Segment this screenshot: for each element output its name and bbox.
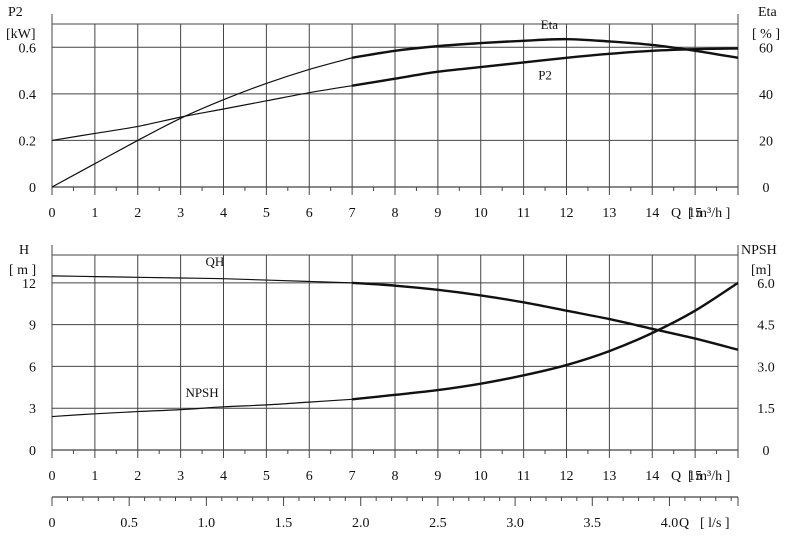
bottom-x2-label: Q: [679, 516, 689, 531]
bottom-x-label: Q: [671, 469, 681, 484]
bottom-y-right-label: NPSH: [741, 243, 777, 258]
bottom-x2-tick-label: 1.0: [198, 516, 216, 531]
top-series-eta-line: [51, 57, 353, 188]
bottom-x2-unit: [ l/s ]: [700, 516, 730, 531]
bottom-y-left-tick-label: 3: [29, 402, 36, 417]
top-x-tick-label: 3: [177, 206, 184, 221]
bottom-x-tick-label: 7: [349, 469, 356, 484]
bottom-x-tick-label: 10: [474, 469, 488, 484]
bottom-series-qh-line: [51, 275, 353, 284]
top-y-right-tick-label: 40: [759, 88, 773, 103]
bottom-x-tick-label: 11: [517, 469, 530, 484]
top-y-left-unit: [kW]: [6, 27, 36, 42]
top-x-tick-label: 10: [474, 206, 488, 221]
bottom-series-qh-line-operating: [352, 281, 739, 351]
bottom-x-tick-label: 9: [434, 469, 441, 484]
top-x-tick-label: 2: [134, 206, 141, 221]
bottom-y-right-tick-label: 0: [763, 444, 770, 459]
bottom-x2-tick-label: 0: [49, 516, 56, 531]
bottom-x2-tick-label: 1.5: [275, 516, 293, 531]
top-series-p2-line-operating: [351, 47, 739, 87]
top-series-p2-line: [51, 85, 353, 142]
top-y-left-tick-label: 0.4: [19, 88, 37, 103]
bottom-x2-tick-label: 4.0: [661, 516, 679, 531]
bottom-y-right-tick-label: 4.5: [757, 319, 775, 334]
top-x-tick-label: 9: [434, 206, 441, 221]
top-x-tick-label: 12: [560, 206, 574, 221]
top-y-left-tick-label: 0.6: [19, 41, 37, 56]
top-y-left-tick-label: 0: [29, 181, 36, 196]
top-y-right-unit: [ % ]: [752, 27, 780, 42]
top-series-eta-label: Eta: [541, 17, 559, 32]
bottom-x-tick-label: 12: [560, 469, 574, 484]
bottom-series-npsh-label: NPSH: [185, 385, 218, 400]
top-x-tick-label: 15: [688, 206, 702, 221]
bottom-x-tick-label: 15: [688, 469, 702, 484]
top-y-right-tick-label: 20: [759, 134, 773, 149]
top-x-label: Q: [671, 206, 681, 221]
bottom-x-tick-label: 0: [49, 469, 56, 484]
top-x-tick-label: 4: [220, 206, 227, 221]
top-x-unit: [ m³/h ]: [688, 206, 730, 221]
top-x-tick-label: 0: [49, 206, 56, 221]
bottom-y-left-tick-label: 9: [29, 319, 36, 334]
bottom-x-tick-label: 1: [91, 469, 98, 484]
bottom-y-right-tick-label: 1.5: [757, 402, 775, 417]
top-x-tick-label: 6: [306, 206, 313, 221]
bottom-series-npsh-line: [51, 398, 353, 418]
bottom-x-unit: [ m³/h ]: [688, 469, 730, 484]
bottom-x2-tick-label: 2.0: [352, 516, 370, 531]
top-x-tick-label: 1: [91, 206, 98, 221]
bottom-x-tick-label: 8: [392, 469, 399, 484]
bottom-y-right-unit: [m]: [751, 263, 771, 278]
bottom-y-left-tick-label: 6: [29, 360, 36, 375]
bottom-y-left-unit: [ m ]: [9, 263, 36, 278]
top-series-eta-line-operating: [351, 37, 739, 59]
top-y-left-label: P2: [8, 5, 23, 20]
top-y-left-tick-label: 0.2: [19, 134, 37, 149]
top-x-tick-label: 8: [392, 206, 399, 221]
bottom-x-tick-label: 2: [134, 469, 141, 484]
top-y-right-label: Eta: [758, 5, 777, 20]
bottom-y-right-tick-label: 3.0: [757, 360, 775, 375]
bottom-series-qh-label: QH: [206, 254, 225, 269]
bottom-series-npsh-line-operating: [352, 281, 739, 401]
bottom-x2-tick-label: 3.0: [506, 516, 524, 531]
bottom-x2-tick-label: 0.5: [120, 516, 138, 531]
top-y-right-tick-label: 60: [759, 41, 773, 56]
bottom-x2-tick-label: 2.5: [429, 516, 447, 531]
top-x-tick-label: 13: [602, 206, 616, 221]
top-x-tick-label: 7: [349, 206, 356, 221]
bottom-y-right-tick-label: 6.0: [757, 277, 775, 292]
bottom-x-tick-label: 5: [263, 469, 270, 484]
top-x-tick-label: 5: [263, 206, 270, 221]
bottom-y-left-tick-label: 0: [29, 444, 36, 459]
top-x-tick-label: 11: [517, 206, 530, 221]
top-y-right-tick-label: 0: [763, 181, 770, 196]
bottom-x-tick-label: 3: [177, 469, 184, 484]
bottom-x-tick-label: 13: [602, 469, 616, 484]
bottom-x-tick-label: 14: [645, 469, 659, 484]
top-series-p2-label: P2: [538, 67, 552, 82]
bottom-x-tick-label: 6: [306, 469, 313, 484]
bottom-x-tick-label: 4: [220, 469, 227, 484]
bottom-y-left-tick-label: 12: [22, 277, 36, 292]
bottom-x2-tick-label: 3.5: [584, 516, 602, 531]
top-x-tick-label: 14: [645, 206, 659, 221]
bottom-y-left-label: H: [19, 243, 29, 258]
